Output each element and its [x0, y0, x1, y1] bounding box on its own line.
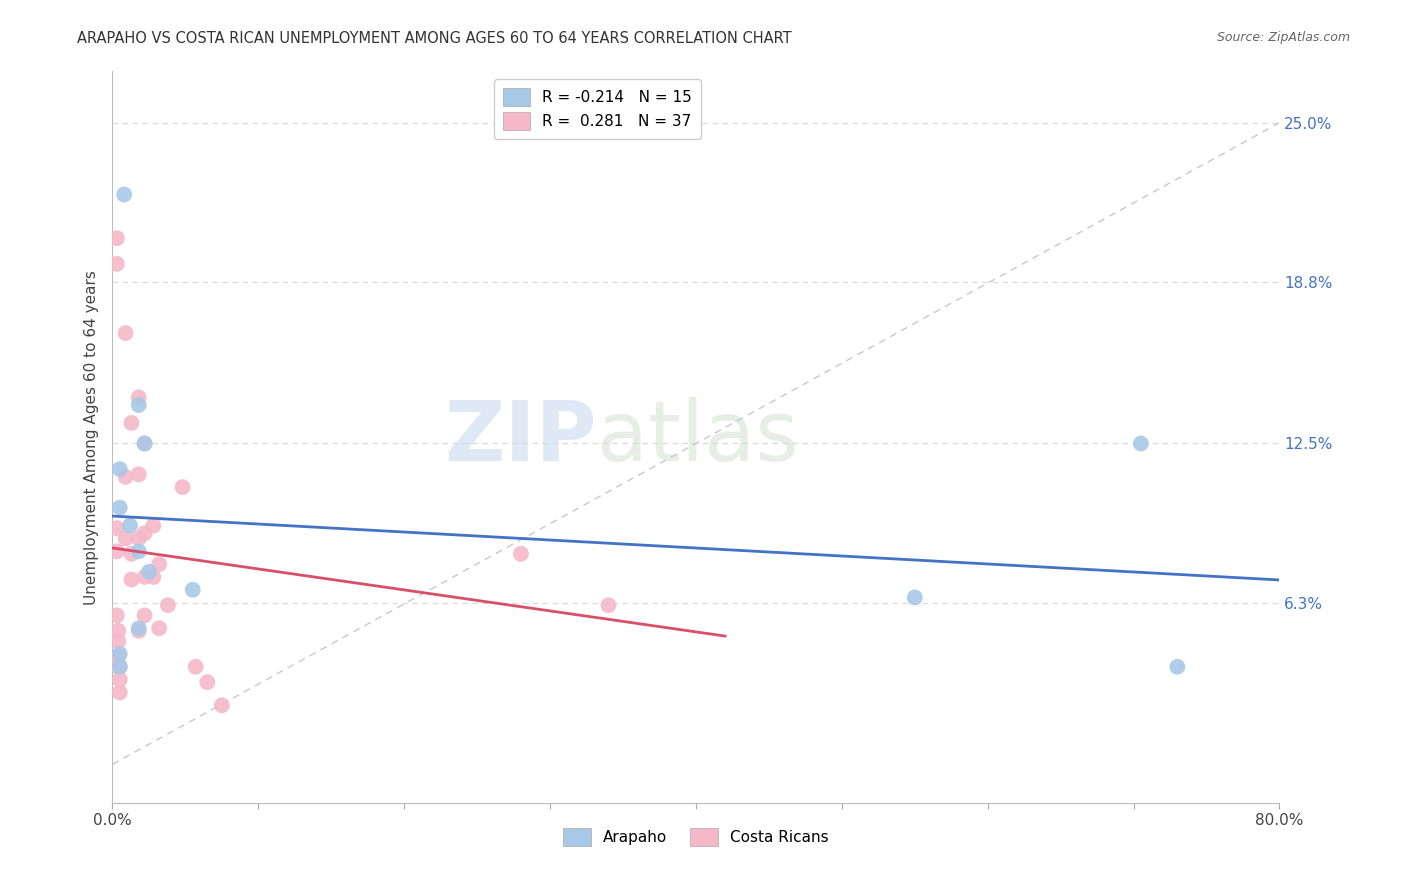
- Point: [120, 573, 142, 587]
- Point: [904, 591, 927, 605]
- Point: [128, 544, 150, 558]
- Point: [107, 624, 129, 638]
- Text: Source: ZipAtlas.com: Source: ZipAtlas.com: [1216, 31, 1350, 45]
- Point: [108, 685, 131, 699]
- Point: [118, 518, 141, 533]
- Point: [120, 547, 142, 561]
- Point: [108, 462, 131, 476]
- Point: [128, 532, 150, 546]
- Point: [108, 647, 131, 661]
- Point: [172, 480, 194, 494]
- Point: [107, 634, 129, 648]
- Point: [134, 570, 156, 584]
- Point: [128, 621, 150, 635]
- Point: [134, 526, 156, 541]
- Point: [598, 598, 620, 612]
- Point: [105, 521, 128, 535]
- Text: ARAPAHO VS COSTA RICAN UNEMPLOYMENT AMONG AGES 60 TO 64 YEARS CORRELATION CHART: ARAPAHO VS COSTA RICAN UNEMPLOYMENT AMON…: [77, 31, 792, 46]
- Point: [134, 436, 156, 450]
- Point: [134, 436, 156, 450]
- Point: [138, 565, 160, 579]
- Point: [142, 518, 165, 533]
- Point: [105, 544, 128, 558]
- Point: [120, 416, 142, 430]
- Point: [128, 390, 150, 404]
- Point: [211, 698, 233, 713]
- Point: [105, 231, 128, 245]
- Point: [195, 675, 218, 690]
- Point: [105, 608, 128, 623]
- Point: [134, 608, 156, 623]
- Y-axis label: Unemployment Among Ages 60 to 64 years: Unemployment Among Ages 60 to 64 years: [83, 269, 98, 605]
- Point: [128, 398, 150, 412]
- Point: [184, 660, 207, 674]
- Point: [108, 660, 131, 674]
- Point: [156, 598, 179, 612]
- Point: [142, 570, 165, 584]
- Point: [509, 547, 531, 561]
- Point: [114, 326, 136, 340]
- Point: [108, 660, 131, 674]
- Point: [1166, 660, 1188, 674]
- Point: [108, 500, 131, 515]
- Point: [148, 557, 170, 571]
- Point: [128, 467, 150, 482]
- Text: atlas: atlas: [596, 397, 799, 477]
- Point: [107, 660, 129, 674]
- Point: [1129, 436, 1152, 450]
- Point: [107, 649, 129, 664]
- Point: [114, 470, 136, 484]
- Point: [114, 532, 136, 546]
- Point: [112, 187, 135, 202]
- Legend: Arapaho, Costa Ricans: Arapaho, Costa Ricans: [555, 821, 837, 854]
- Point: [105, 257, 128, 271]
- Text: ZIP: ZIP: [444, 397, 596, 477]
- Point: [108, 673, 131, 687]
- Point: [128, 624, 150, 638]
- Point: [181, 582, 204, 597]
- Point: [148, 621, 170, 635]
